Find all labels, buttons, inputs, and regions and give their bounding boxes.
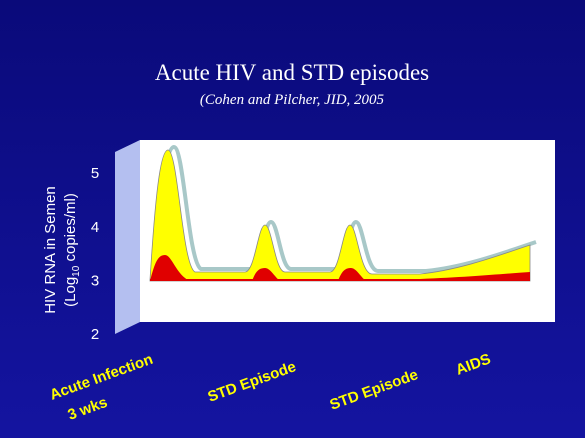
y-tick-label: 4 <box>91 219 99 236</box>
y-label-part: (Log <box>62 277 79 307</box>
curves <box>149 144 537 282</box>
y-label-sub: 10 <box>71 265 82 277</box>
y-tick-label: 2 <box>91 326 99 343</box>
y-label-part: copies/ml) <box>62 193 79 266</box>
y-label: (Log10 copies/ml) <box>62 193 82 307</box>
y-tick-label: 3 <box>91 272 99 289</box>
wall <box>115 140 140 334</box>
title: Acute HIV and STD episodes <box>155 60 429 85</box>
subtitle: (Cohen and Pilcher, JID, 2005 <box>200 92 385 108</box>
inner-area <box>150 255 530 281</box>
area <box>149 149 531 282</box>
outline <box>154 144 537 278</box>
y-label: HIV RNA in Semen <box>42 186 59 314</box>
y-tick-label: 5 <box>91 165 99 182</box>
